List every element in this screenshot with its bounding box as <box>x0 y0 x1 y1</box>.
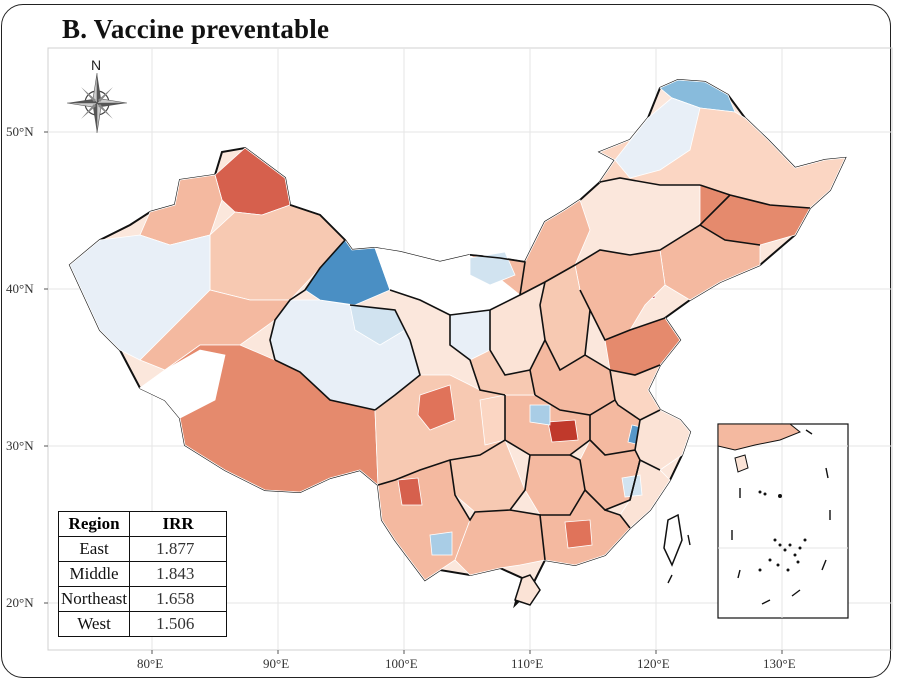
x-tick-label-130e: 130°E <box>763 656 796 671</box>
nine-dash-line <box>731 429 831 605</box>
y-tick-label-20n: 20°N <box>6 595 34 610</box>
table-row: Middle 1.843 <box>57 561 228 587</box>
irr-table-header-row: Region IRR <box>57 511 228 537</box>
table-row: East 1.877 <box>57 536 228 562</box>
y-tick-label-30n: 30°N <box>6 438 34 453</box>
x-tick-label-80e: 80°E <box>137 656 164 671</box>
taiwan <box>663 513 683 567</box>
province-boundaries <box>269 177 811 561</box>
region-hubei-dark <box>547 419 579 443</box>
irr-table-value-cell: 1.506 <box>129 611 228 637</box>
panel-title: B. Vaccine preventable <box>62 14 330 44</box>
plot-panel-border <box>47 47 893 651</box>
irr-table-region-cell: Northeast <box>57 586 131 612</box>
inset-islands <box>758 490 807 572</box>
region-heilongjiang-west <box>614 97 701 179</box>
irr-table-header-irr: IRR <box>129 511 228 537</box>
compass-north-label: N <box>91 57 102 73</box>
irr-table-region-cell: East <box>57 536 131 562</box>
irr-table-region-cell: Middle <box>57 561 131 587</box>
y-tick-label-40n: 40°N <box>6 281 34 296</box>
irr-table-header-region: Region <box>57 511 131 537</box>
region-sichuan-dark <box>417 384 456 431</box>
region-hubei-blue <box>529 404 551 426</box>
province-regions <box>69 79 846 606</box>
region-yunnan-blue <box>429 531 453 556</box>
y-tick-label-50n: 50°N <box>6 124 34 139</box>
region-tibet-west <box>139 349 226 419</box>
x-tick-label-110e: 110°E <box>511 656 544 671</box>
region-yunnan-dark <box>397 477 423 506</box>
irr-table-value-cell: 1.843 <box>129 561 228 587</box>
region-fujian-blue <box>621 474 643 498</box>
region-inner-mongolia-blue <box>469 251 516 286</box>
compass-rose-icon <box>66 72 128 134</box>
table-row: Northeast 1.658 <box>57 586 228 612</box>
irr-table: Region IRR East 1.877 Middle 1.843 North… <box>57 511 228 637</box>
x-tick-label-120e: 120°E <box>637 656 670 671</box>
irr-table-region-cell: West <box>57 611 131 637</box>
table-row: West 1.506 <box>57 611 228 637</box>
region-xinjiang-south <box>139 289 291 371</box>
x-tick-label-100e: 100°E <box>385 656 418 671</box>
region-guangdong-dark <box>564 519 593 549</box>
south-china-sea-inset <box>717 423 849 619</box>
irr-table-value-cell: 1.877 <box>129 536 228 562</box>
x-tick-label-90e: 90°E <box>263 656 290 671</box>
coastal-dashes <box>667 534 691 584</box>
region-hainan <box>514 574 541 606</box>
irr-table-value-cell: 1.658 <box>129 586 228 612</box>
tick-marks <box>44 131 783 654</box>
